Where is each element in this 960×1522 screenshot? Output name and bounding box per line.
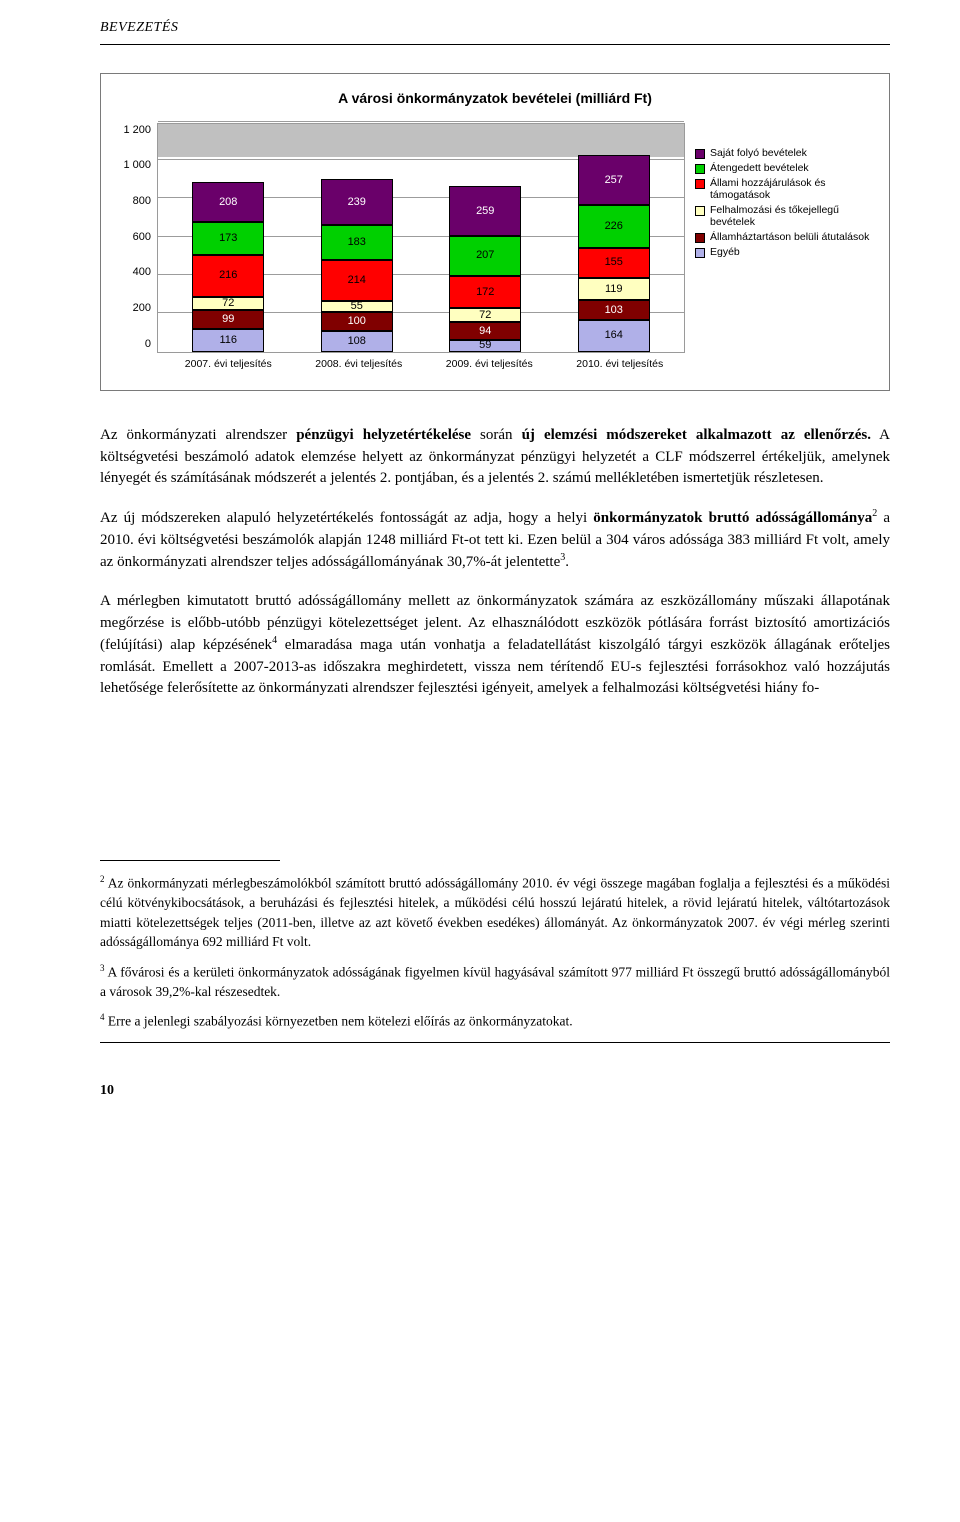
bar-segment: 94 bbox=[449, 322, 521, 340]
footnote-3: 3 A fővárosi és a kerületi önkormányzato… bbox=[100, 962, 890, 1002]
top-rule bbox=[100, 44, 890, 45]
footnote-text: A fővárosi és a kerületi önkormányzatok … bbox=[100, 964, 890, 999]
paragraph-2: Az új módszereken alapuló helyzetértékel… bbox=[100, 508, 890, 573]
y-tick: 1 000 bbox=[115, 158, 151, 174]
bar-segment: 119 bbox=[578, 278, 650, 301]
bar: 10810055214183239 bbox=[321, 179, 393, 351]
y-tick: 600 bbox=[115, 230, 151, 246]
x-tick: 2007. évi teljesítés bbox=[168, 357, 288, 372]
legend-label: Állami hozzájárulások és támogatások bbox=[710, 177, 875, 201]
text: Az önkormányzati alrendszer bbox=[100, 427, 296, 443]
bar-segment: 108 bbox=[321, 331, 393, 352]
footnote-4: 4 Erre a jelenlegi szabályozási környeze… bbox=[100, 1011, 890, 1031]
legend-item: Állami hozzájárulások és támogatások bbox=[695, 177, 875, 201]
chart-plot: 1169972216173208108100552141832395994721… bbox=[157, 123, 685, 353]
bar-segment: 207 bbox=[449, 236, 521, 276]
bar-segment: 72 bbox=[449, 308, 521, 322]
bar-segment: 99 bbox=[192, 310, 264, 329]
bar-segment: 214 bbox=[321, 260, 393, 301]
running-head: BEVEZETÉS bbox=[100, 18, 890, 38]
footnote-separator bbox=[100, 860, 280, 861]
bar-segment: 239 bbox=[321, 179, 393, 225]
x-axis: 2007. évi teljesítés 2008. évi teljesítés… bbox=[163, 357, 685, 372]
x-tick: 2010. évi teljesítés bbox=[560, 357, 680, 372]
legend-item: Államháztartáson belüli átutalások bbox=[695, 231, 875, 243]
bar-segment: 172 bbox=[449, 276, 521, 309]
y-tick: 0 bbox=[115, 337, 151, 353]
y-tick: 400 bbox=[115, 265, 151, 281]
legend-label: Államháztartáson belüli átutalások bbox=[710, 231, 869, 243]
chart-container: A városi önkormányzatok bevételei (milli… bbox=[100, 73, 890, 391]
legend-item: Felhalmozási és tőkejellegű bevételek bbox=[695, 204, 875, 228]
y-tick: 800 bbox=[115, 194, 151, 210]
paragraph-3: A mérlegben kimutatott bruttó adósságáll… bbox=[100, 591, 890, 700]
footnote-2: 2 Az önkormányzati mérlegbeszámolókból s… bbox=[100, 873, 890, 952]
bar-segment: 173 bbox=[192, 222, 264, 255]
legend-label: Felhalmozási és tőkejellegű bevételek bbox=[710, 204, 875, 228]
y-tick: 1 200 bbox=[115, 123, 151, 139]
bar-segment: 103 bbox=[578, 300, 650, 320]
legend-label: Saját folyó bevételek bbox=[710, 147, 807, 159]
bar-segment: 155 bbox=[578, 248, 650, 278]
y-axis: 1 200 1 000 800 600 400 200 0 bbox=[115, 123, 157, 353]
text: . bbox=[565, 554, 569, 570]
bar-segment: 164 bbox=[578, 320, 650, 351]
legend-item: Átengedett bevételek bbox=[695, 162, 875, 174]
text: során bbox=[471, 427, 522, 443]
legend-swatch bbox=[695, 149, 705, 159]
legend-swatch bbox=[695, 164, 705, 174]
legend-label: Egyéb bbox=[710, 246, 740, 258]
legend-swatch bbox=[695, 206, 705, 216]
bar-segment: 208 bbox=[192, 182, 264, 222]
bar-segment: 259 bbox=[449, 186, 521, 236]
bold-text: önkormányzatok bruttó adósságállománya bbox=[593, 510, 872, 526]
legend-item: Egyéb bbox=[695, 246, 875, 258]
paragraph-1: Az önkormányzati alrendszer pénzügyi hel… bbox=[100, 425, 890, 490]
chart-title: A városi önkormányzatok bevételei (milli… bbox=[115, 88, 875, 108]
bar: 599472172207259 bbox=[449, 186, 521, 351]
x-tick: 2009. évi teljesítés bbox=[429, 357, 549, 372]
bar: 1169972216173208 bbox=[192, 182, 264, 351]
legend-swatch bbox=[695, 233, 705, 243]
legend-swatch bbox=[695, 248, 705, 258]
bar: 164103119155226257 bbox=[578, 155, 650, 351]
footnote-text: Az önkormányzati mérlegbeszámolókból szá… bbox=[100, 876, 890, 950]
bold-text: pénzügyi helyzetértékelése bbox=[296, 427, 471, 443]
bottom-rule bbox=[100, 1042, 890, 1043]
legend-swatch bbox=[695, 179, 705, 189]
footnote-text: Erre a jelenlegi szabályozási környezetb… bbox=[105, 1014, 573, 1029]
bar-segment: 59 bbox=[449, 340, 521, 351]
bar-segment: 216 bbox=[192, 255, 264, 296]
legend-label: Átengedett bevételek bbox=[710, 162, 809, 174]
text: Az új módszereken alapuló helyzetértékel… bbox=[100, 510, 593, 526]
legend-item: Saját folyó bevételek bbox=[695, 147, 875, 159]
bar-segment: 55 bbox=[321, 301, 393, 312]
y-tick: 200 bbox=[115, 301, 151, 317]
bar-segment: 72 bbox=[192, 297, 264, 311]
chart-legend: Saját folyó bevételek Átengedett bevétele… bbox=[685, 123, 875, 262]
bold-text: új elemzési módszereket alkalmazott az e… bbox=[522, 427, 871, 443]
bar-segment: 257 bbox=[578, 155, 650, 204]
bar-segment: 116 bbox=[192, 329, 264, 351]
page-number: 10 bbox=[100, 1081, 890, 1101]
bar-segment: 100 bbox=[321, 312, 393, 331]
bar-segment: 183 bbox=[321, 225, 393, 260]
x-tick: 2008. évi teljesítés bbox=[299, 357, 419, 372]
bar-segment: 226 bbox=[578, 205, 650, 248]
